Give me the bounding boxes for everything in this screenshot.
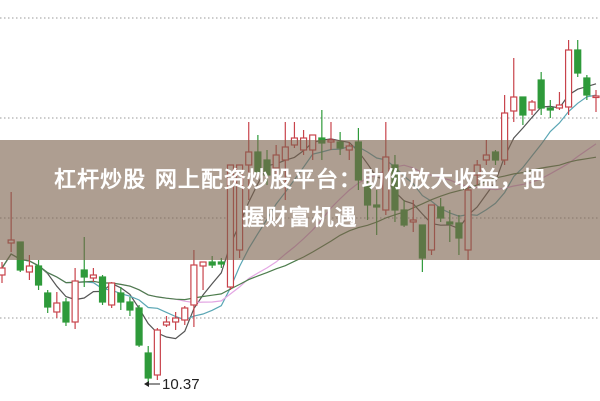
candle	[199, 261, 207, 290]
low-arrow	[144, 381, 160, 387]
candle-body	[162, 321, 171, 326]
candle-body	[34, 265, 43, 286]
candle	[153, 328, 161, 380]
candle-body	[519, 96, 527, 116]
candle	[528, 100, 536, 115]
candle-body	[172, 317, 180, 323]
candle-body	[89, 274, 97, 279]
candle	[583, 75, 591, 100]
candle-body	[80, 269, 88, 278]
candle	[592, 90, 600, 112]
candle-body	[98, 276, 107, 303]
candle-body	[144, 352, 152, 379]
candle-body	[117, 292, 125, 303]
candle	[53, 292, 61, 318]
candle-body	[208, 261, 216, 266]
candle-body	[190, 264, 198, 306]
candle	[162, 316, 171, 327]
candle-body	[199, 261, 207, 267]
candle-body	[126, 301, 134, 311]
candle	[144, 346, 152, 384]
headline-line-2: 握财富机遇	[242, 206, 358, 231]
headline-banner: 杠杆炒股 网上配资炒股平台：助你放大收益，把 握财富机遇	[0, 140, 600, 260]
candle	[117, 287, 125, 310]
candle	[510, 58, 518, 122]
candle	[108, 282, 116, 308]
candle-body	[574, 49, 582, 74]
candle	[555, 92, 564, 110]
candle	[172, 312, 180, 330]
candle-body	[555, 104, 564, 109]
candle	[190, 250, 198, 327]
candle	[537, 72, 545, 115]
candle	[135, 305, 143, 347]
candle	[574, 40, 582, 77]
candle	[34, 260, 43, 290]
low-price-label: 10.37	[162, 376, 200, 393]
headline-line-1: 杠杆炒股 网上配资炒股平台：助你放大收益，把	[54, 168, 546, 193]
candle	[98, 275, 107, 305]
candle-body	[153, 329, 161, 376]
candle	[181, 306, 189, 325]
candle	[564, 40, 573, 115]
candle-body	[181, 307, 189, 321]
candle	[71, 268, 79, 329]
candle	[44, 290, 52, 313]
candle-body	[62, 301, 70, 323]
candle-body	[108, 282, 116, 306]
candle-body	[44, 292, 52, 308]
candle-body	[135, 307, 143, 346]
candle-body	[510, 96, 518, 112]
candle-body	[583, 77, 591, 96]
candle-body	[217, 261, 225, 265]
candle	[62, 298, 70, 326]
candle	[126, 297, 134, 316]
candle-body	[0, 267, 6, 276]
candle-body	[537, 79, 545, 109]
candle-body	[71, 280, 79, 323]
candle-body	[53, 302, 61, 313]
candle-body	[564, 49, 573, 108]
candle	[0, 262, 6, 283]
candle-body	[528, 101, 536, 111]
candle	[546, 100, 554, 118]
candle-body	[546, 107, 554, 111]
candle	[89, 268, 97, 282]
candle-body	[25, 265, 34, 273]
candle	[519, 96, 527, 125]
candle-body	[592, 95, 600, 99]
